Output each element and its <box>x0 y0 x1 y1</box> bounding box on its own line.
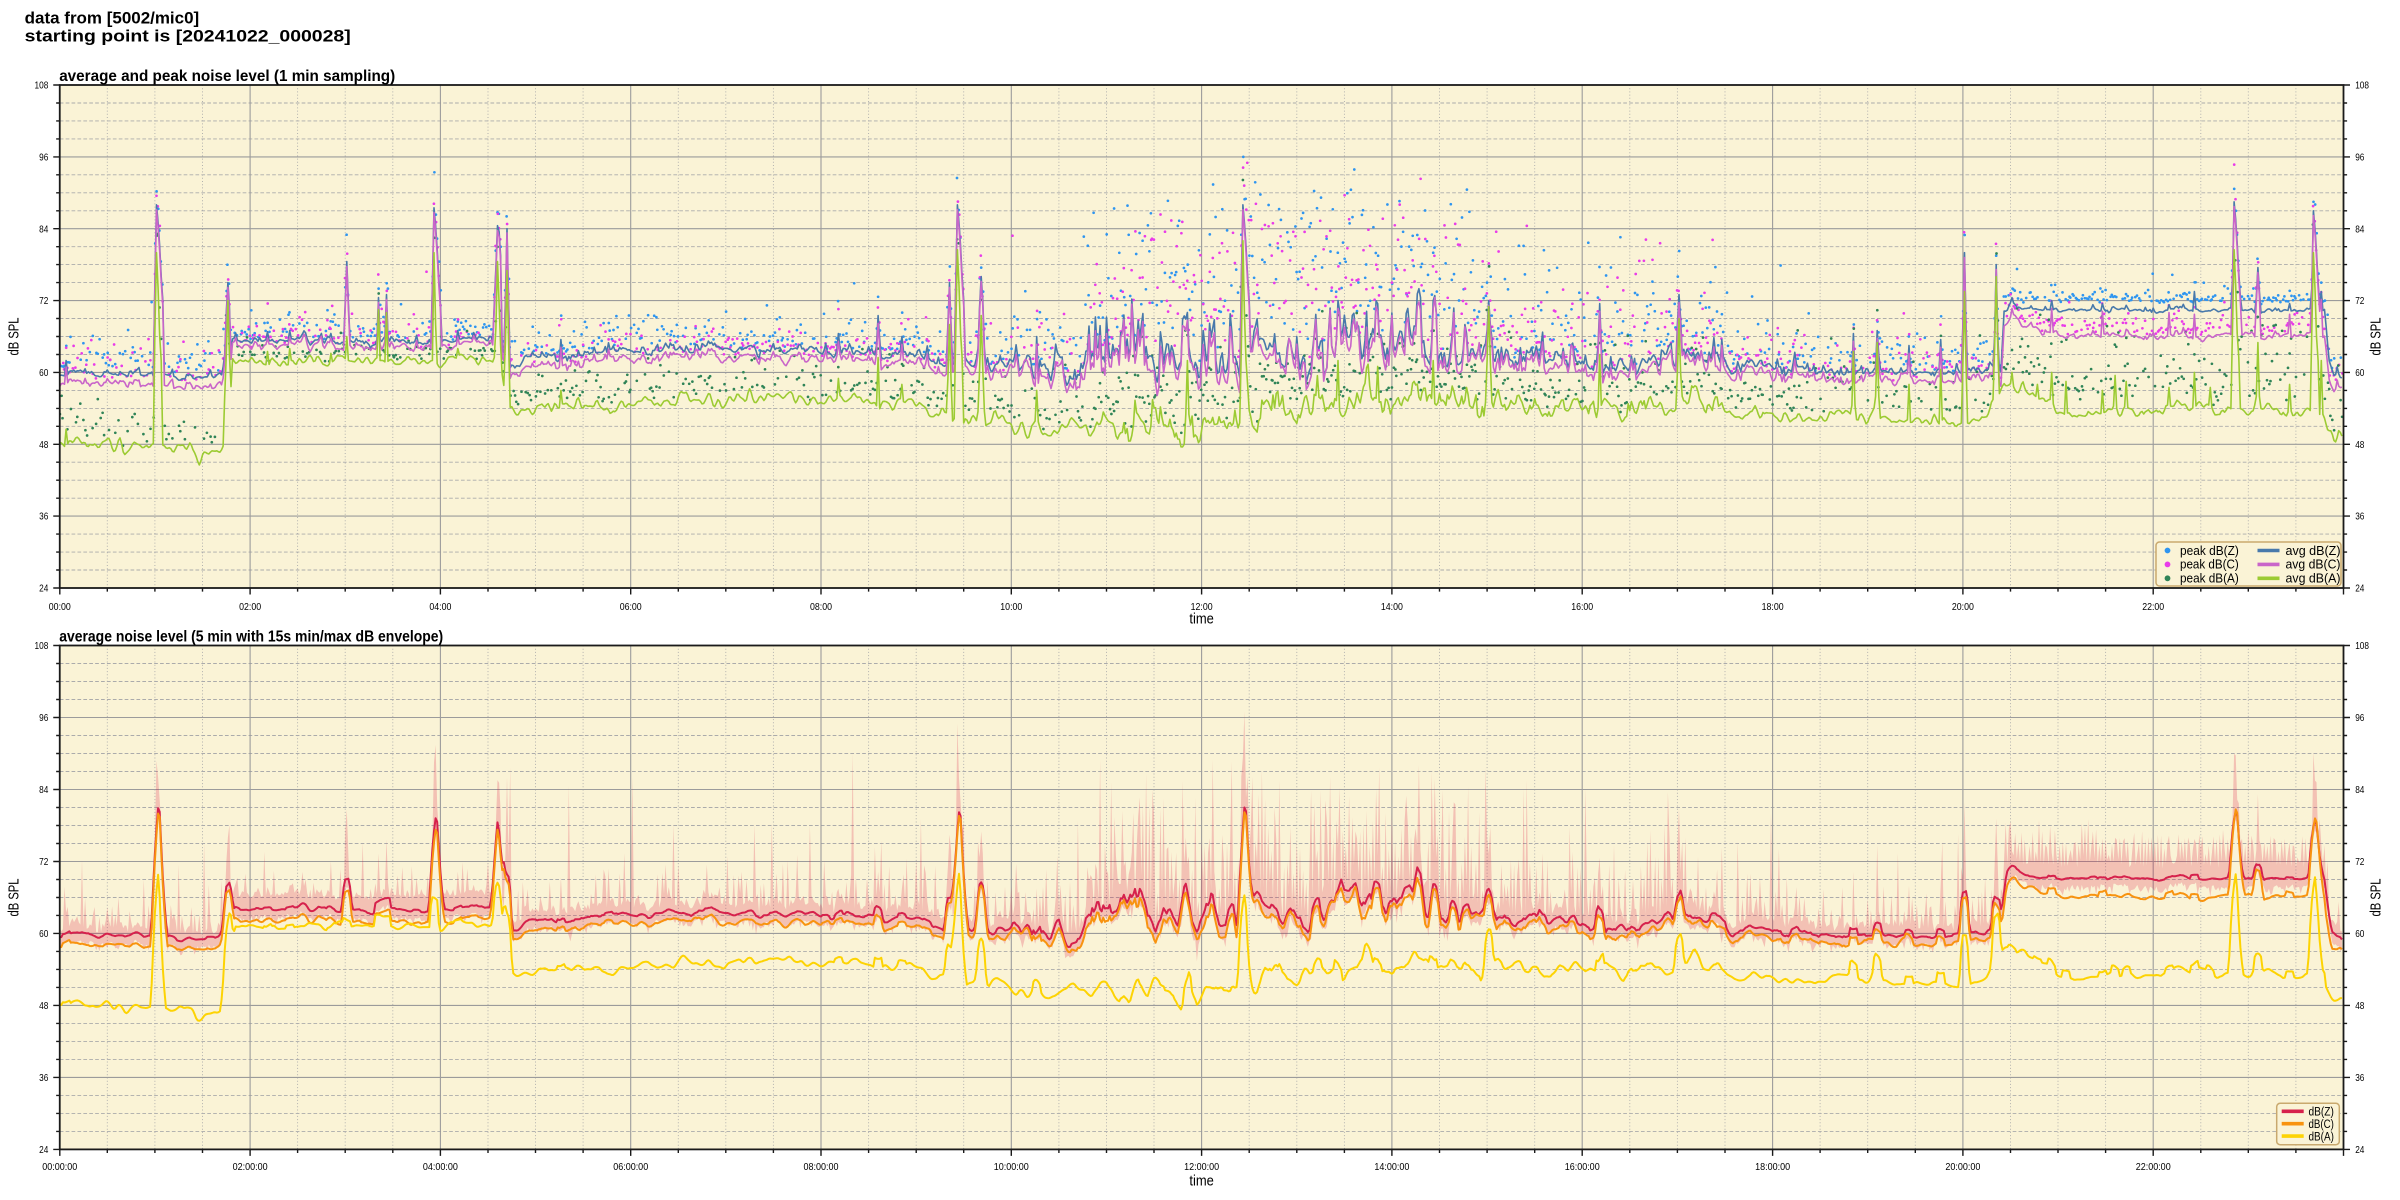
svg-text:60: 60 <box>39 368 48 379</box>
svg-text:72: 72 <box>2355 296 2364 307</box>
svg-text:16:00:00: 16:00:00 <box>1565 1162 1600 1173</box>
svg-text:dB SPL: dB SPL <box>6 318 23 356</box>
svg-text:48: 48 <box>2355 440 2364 451</box>
svg-text:84: 84 <box>39 224 48 235</box>
svg-text:60: 60 <box>2355 368 2364 379</box>
svg-text:16:00: 16:00 <box>1571 602 1593 613</box>
svg-text:18:00: 18:00 <box>1762 602 1784 613</box>
svg-text:02:00: 02:00 <box>239 602 261 613</box>
svg-text:peak dB(A): peak dB(A) <box>2180 572 2239 586</box>
svg-text:avg dB(A): avg dB(A) <box>2286 572 2341 586</box>
svg-text:peak dB(Z): peak dB(Z) <box>2180 544 2239 558</box>
svg-text:96: 96 <box>2355 713 2364 724</box>
svg-text:20:00: 20:00 <box>1952 602 1974 613</box>
svg-text:24: 24 <box>2355 584 2364 595</box>
svg-text:00:00: 00:00 <box>49 602 71 613</box>
svg-text:60: 60 <box>39 929 48 940</box>
svg-text:02:00:00: 02:00:00 <box>233 1162 268 1173</box>
svg-text:108: 108 <box>2355 641 2369 652</box>
svg-text:08:00: 08:00 <box>810 602 832 613</box>
svg-text:dB(A): dB(A) <box>2309 1129 2334 1143</box>
svg-text:84: 84 <box>2355 224 2364 235</box>
svg-text:04:00: 04:00 <box>429 602 451 613</box>
svg-text:04:00:00: 04:00:00 <box>423 1162 458 1173</box>
svg-text:48: 48 <box>2355 1001 2364 1012</box>
svg-text:96: 96 <box>39 713 48 724</box>
svg-text:22:00: 22:00 <box>2142 602 2164 613</box>
svg-text:12:00:00: 12:00:00 <box>1184 1162 1219 1173</box>
svg-text:108: 108 <box>35 641 49 652</box>
svg-text:data from [5002/mic0]: data from [5002/mic0] <box>25 9 200 27</box>
svg-text:dB(C): dB(C) <box>2309 1117 2334 1131</box>
svg-text:06:00:00: 06:00:00 <box>613 1162 648 1173</box>
svg-text:average noise level (5 min wit: average noise level (5 min with 15s min/… <box>59 629 443 646</box>
svg-text:time: time <box>1189 1173 1214 1190</box>
svg-text:peak dB(C): peak dB(C) <box>2180 558 2239 572</box>
svg-text:dB SPL: dB SPL <box>2368 318 2385 356</box>
svg-text:24: 24 <box>39 1145 48 1156</box>
svg-text:time: time <box>1189 611 1214 628</box>
svg-text:36: 36 <box>39 512 48 523</box>
svg-text:48: 48 <box>39 1001 48 1012</box>
svg-text:48: 48 <box>39 440 48 451</box>
svg-text:108: 108 <box>35 81 49 92</box>
svg-text:36: 36 <box>39 1073 48 1084</box>
svg-text:72: 72 <box>39 857 48 868</box>
svg-text:06:00: 06:00 <box>620 602 642 613</box>
svg-text:84: 84 <box>2355 785 2364 796</box>
svg-text:72: 72 <box>2355 857 2364 868</box>
svg-text:24: 24 <box>2355 1145 2364 1156</box>
svg-text:96: 96 <box>39 153 48 164</box>
svg-text:36: 36 <box>2355 1073 2364 1084</box>
svg-text:10:00: 10:00 <box>1000 602 1022 613</box>
svg-text:avg dB(Z): avg dB(Z) <box>2286 544 2341 558</box>
svg-text:72: 72 <box>39 296 48 307</box>
svg-text:starting point is [20241022_00: starting point is [20241022_000028] <box>25 28 351 46</box>
svg-text:60: 60 <box>2355 929 2364 940</box>
svg-text:avg dB(C): avg dB(C) <box>2286 558 2341 572</box>
svg-text:dB(Z): dB(Z) <box>2309 1105 2334 1119</box>
svg-text:84: 84 <box>39 785 48 796</box>
svg-text:dB SPL: dB SPL <box>2368 879 2385 917</box>
svg-text:14:00: 14:00 <box>1381 602 1403 613</box>
svg-text:20:00:00: 20:00:00 <box>1945 1162 1980 1173</box>
svg-text:36: 36 <box>2355 512 2364 523</box>
svg-text:108: 108 <box>2355 81 2369 92</box>
svg-text:12:00: 12:00 <box>1191 602 1213 613</box>
svg-text:22:00:00: 22:00:00 <box>2136 1162 2171 1173</box>
svg-text:10:00:00: 10:00:00 <box>994 1162 1029 1173</box>
svg-text:14:00:00: 14:00:00 <box>1374 1162 1409 1173</box>
svg-text:00:00:00: 00:00:00 <box>42 1162 77 1173</box>
svg-text:24: 24 <box>39 584 48 595</box>
svg-text:dB SPL: dB SPL <box>6 879 23 917</box>
svg-text:08:00:00: 08:00:00 <box>804 1162 839 1173</box>
svg-text:18:00:00: 18:00:00 <box>1755 1162 1790 1173</box>
svg-text:96: 96 <box>2355 153 2364 164</box>
svg-text:average and peak noise level (: average and peak noise level (1 min samp… <box>59 68 395 85</box>
